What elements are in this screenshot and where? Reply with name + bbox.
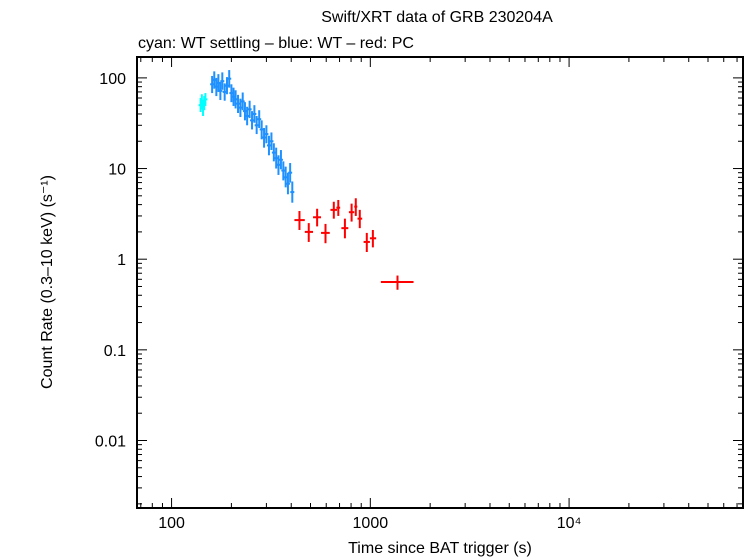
data-point [245,106,250,126]
data-point [240,92,245,111]
data-point [294,211,305,230]
data-point [236,94,241,113]
data-point [264,125,269,144]
data-point [380,275,414,290]
data-point [348,203,355,222]
data-point [220,72,225,90]
series-pc [294,198,414,290]
data-point [288,163,293,183]
data-point [369,229,377,248]
series-wt_settling [198,93,208,116]
data-point [233,90,238,109]
chart-title: Swift/XRT data of GRB 230204A [321,9,553,26]
data-point [254,115,259,135]
data-point [227,70,232,88]
x-tick-label: 1000 [353,515,389,532]
data-point [269,132,274,151]
data-point [354,198,358,216]
x-axis-label: Time since BAT trigger (s) [348,540,532,557]
data-point [330,201,338,219]
data-point [278,150,283,170]
series-wt [210,70,295,203]
data-point [266,135,271,156]
data-point [357,209,363,229]
data-point [363,232,370,253]
y-axis-label: Count Rate (0.3–10 keV) (s⁻¹) [39,175,56,389]
series-layer [198,70,414,290]
y-tick-label: 0.1 [104,343,126,360]
data-point [257,110,262,129]
data-point [304,223,314,242]
axes-layer: 100 1000 10⁴ 100 10 1 0.1 0.01 [95,57,743,532]
y-tick-label: 0.01 [95,433,126,450]
data-point [341,218,349,239]
data-point [252,105,257,123]
x-tick-label: 10⁴ [557,515,582,532]
data-point [336,199,341,216]
data-point [203,93,208,106]
x-tick-label: 100 [158,515,185,532]
chart-subtitle: cyan: WT settling – blue: WT – red: PC [138,35,414,52]
data-point [276,155,281,175]
data-point [259,120,264,140]
plot-frame [136,56,744,509]
data-point [285,172,290,195]
data-point [247,100,252,119]
data-point [290,181,295,203]
y-tick-label: 1 [117,252,126,269]
y-tick-label: 100 [99,71,126,88]
data-point [199,94,204,108]
data-point [271,143,276,162]
data-point [321,223,330,244]
data-point [313,208,322,227]
data-point [218,82,223,101]
y-tick-label: 10 [108,162,126,179]
data-point [250,111,255,130]
